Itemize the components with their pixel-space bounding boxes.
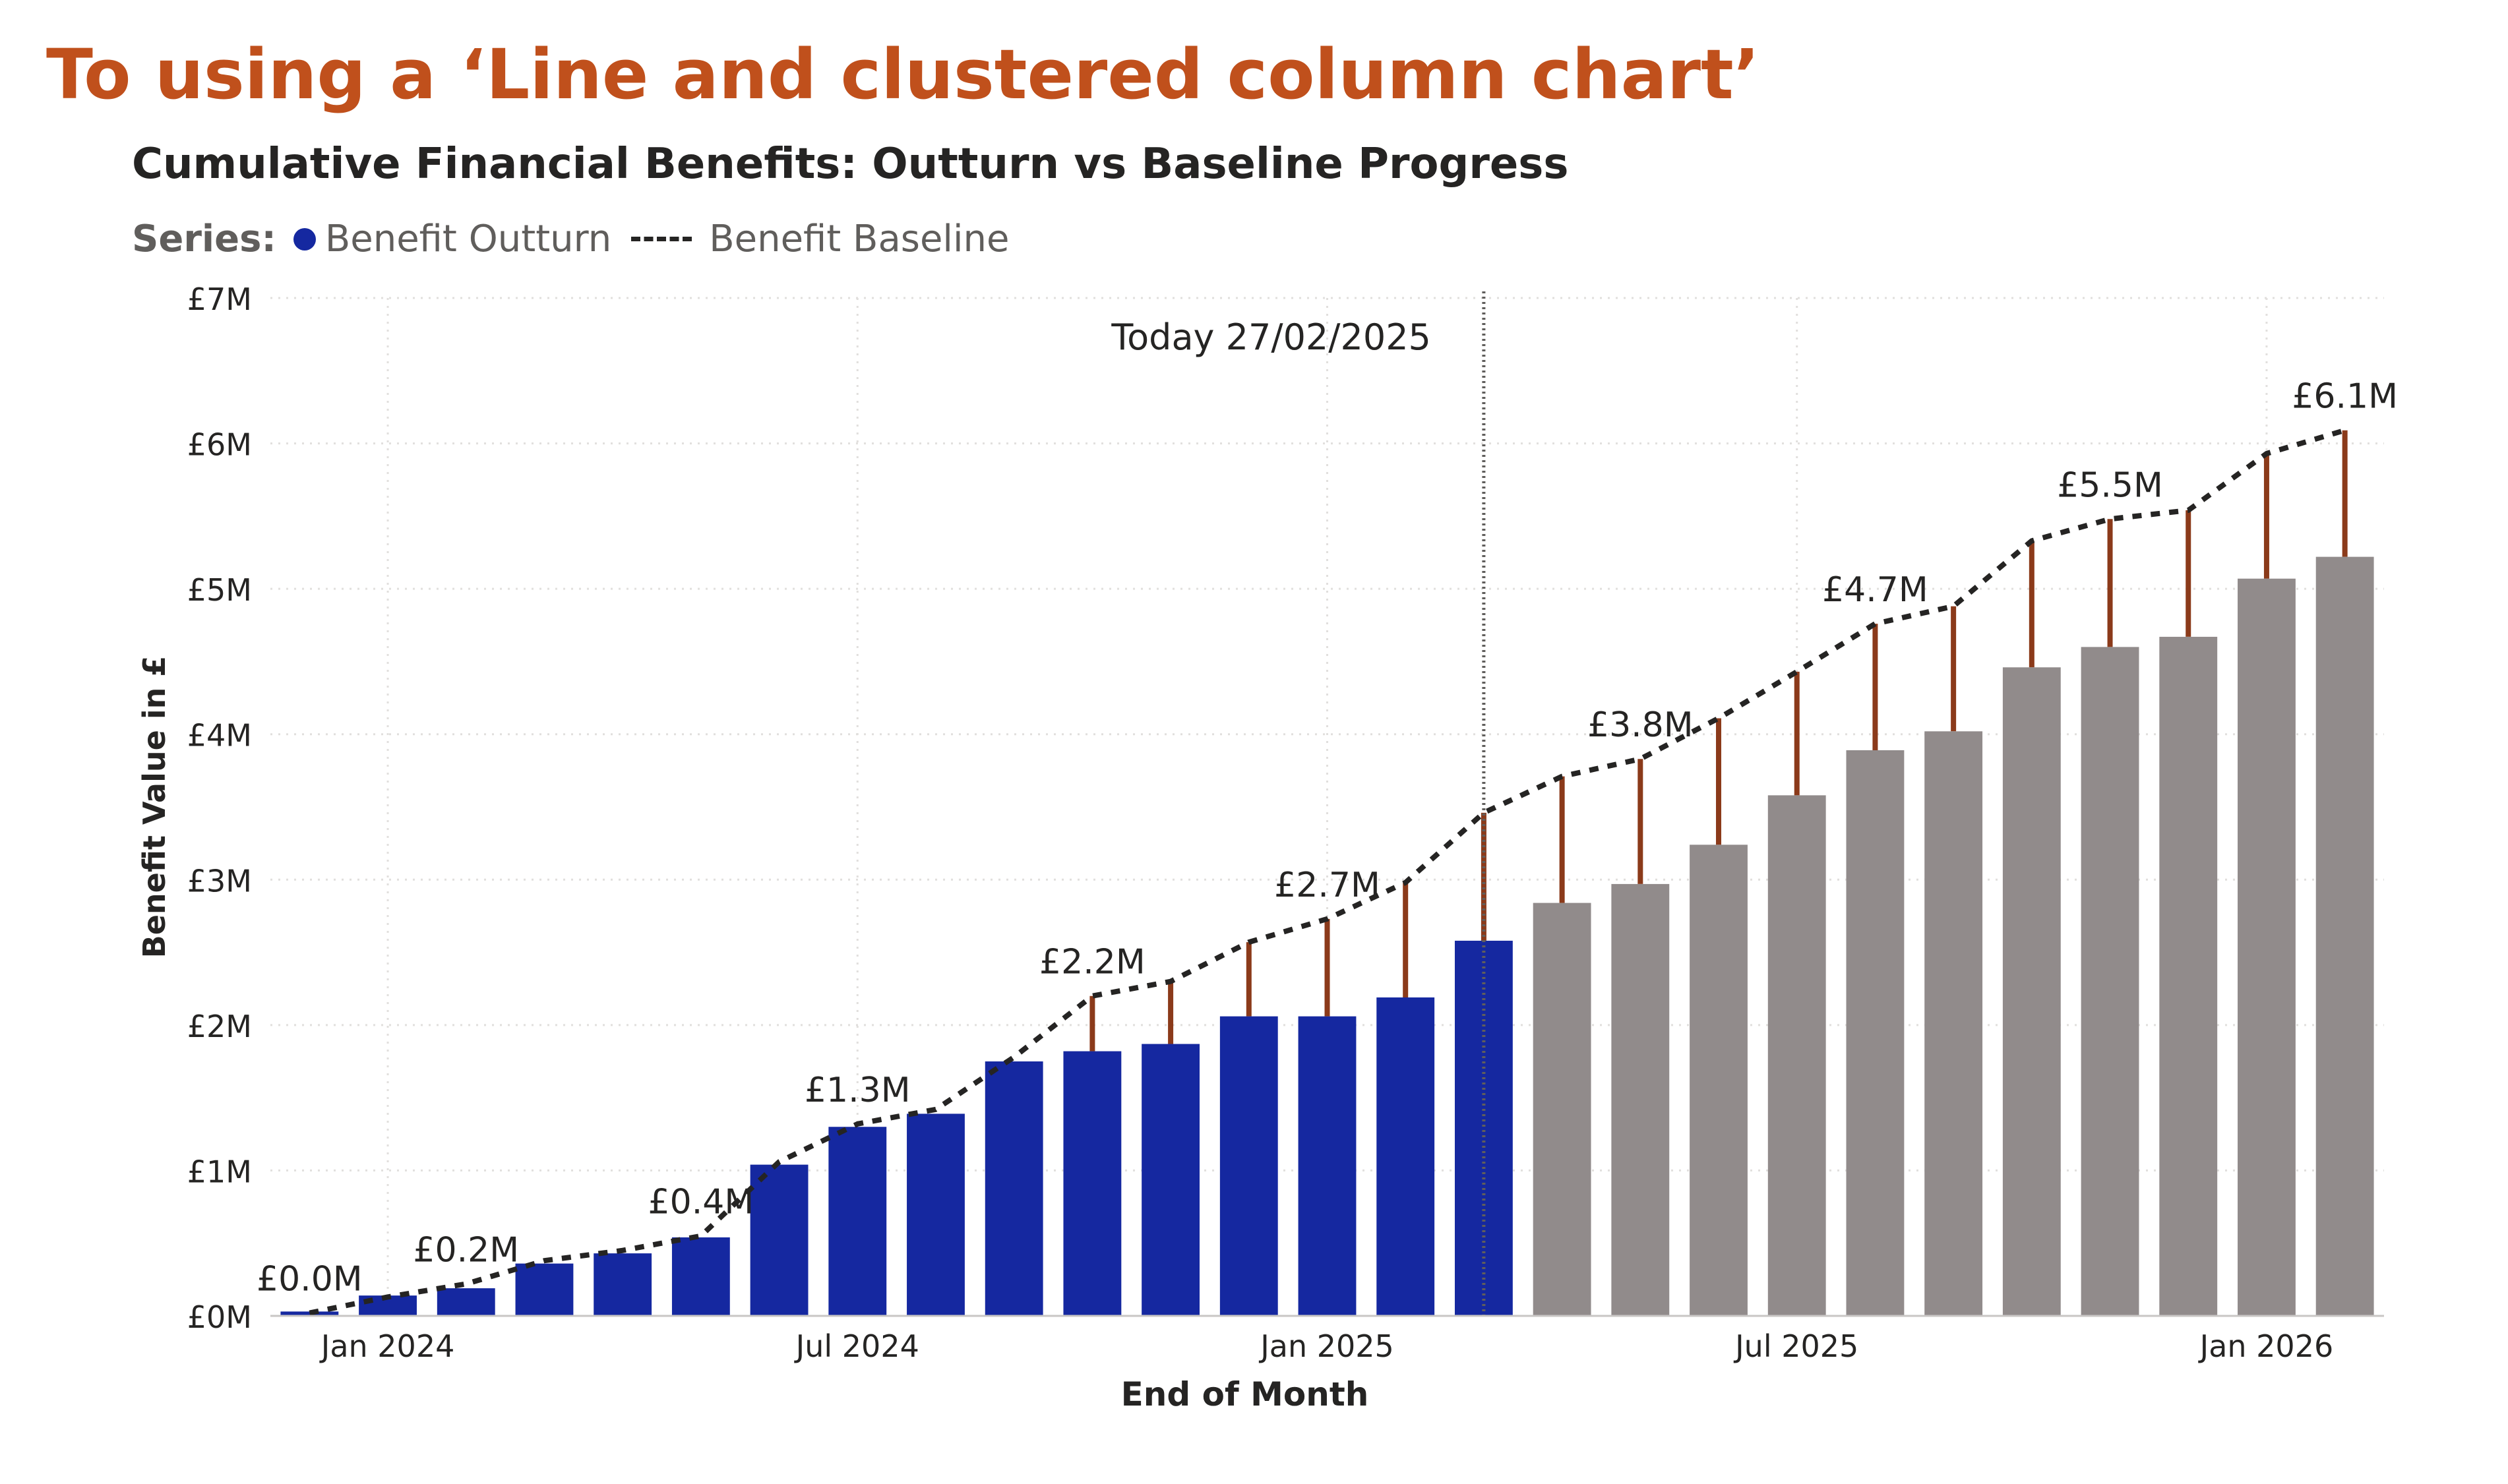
legend-baseline-text[interactable]: Benefit Baseline (709, 218, 1010, 260)
bar (1611, 883, 1670, 1316)
bar (671, 1237, 730, 1316)
legend-outturn-marker-icon (293, 227, 316, 251)
bar (2315, 556, 2374, 1316)
data-label: £2.2M (1039, 943, 1146, 982)
y-tick-label: £4M (187, 718, 252, 754)
y-tick-label: £3M (187, 863, 252, 899)
x-tick-label: Jan 2024 (319, 1328, 455, 1364)
data-label: £4.7M (1822, 570, 1928, 610)
bar (1376, 997, 1435, 1316)
bar (437, 1288, 495, 1316)
x-tick-label: Jan 2026 (2198, 1328, 2334, 1364)
y-tick-label: £2M (187, 1009, 252, 1044)
data-label: £1.3M (805, 1071, 911, 1110)
bar (2002, 667, 2061, 1316)
y-axis-title: Benefit Value in £ (137, 656, 172, 959)
bar (2238, 578, 2296, 1316)
data-label: £0.4M (648, 1183, 754, 1222)
data-label: £5.5M (2057, 465, 2163, 505)
y-tick-label: £1M (187, 1154, 252, 1189)
y-tick-label: £6M (187, 427, 252, 463)
data-label: £0.2M (413, 1230, 519, 1270)
bar (1846, 750, 1905, 1316)
bar (1454, 940, 1513, 1316)
bar (1298, 1016, 1357, 1316)
baseline-line (309, 427, 2346, 1316)
bar (1690, 845, 1748, 1316)
legend-outturn-text[interactable]: Benefit Outturn (324, 218, 612, 260)
bar (1063, 1051, 1122, 1316)
bar (907, 1113, 965, 1316)
legend-baseline-marker-icon (631, 237, 692, 241)
bar (1533, 903, 1591, 1316)
x-tick-label: Jan 2025 (1258, 1328, 1394, 1364)
bar (1219, 1016, 1278, 1316)
today-reference-label: Today 27/02/2025 (1111, 316, 1431, 358)
data-label: £0.0M (257, 1260, 363, 1299)
data-label: £2.7M (1274, 866, 1380, 905)
chart-title: Cumulative Financial Benefits: Outturn v… (132, 140, 1569, 189)
data-label: £6.1M (2292, 377, 2398, 417)
x-axis-title: End of Month (1121, 1375, 1369, 1413)
bar (594, 1253, 652, 1316)
y-tick-label: £5M (187, 572, 252, 608)
page-heading: To using a ‘Line and clustered column ch… (46, 34, 1760, 115)
bar (515, 1263, 574, 1316)
bar (828, 1127, 887, 1316)
bar (1924, 731, 1983, 1316)
data-label: £3.8M (1587, 705, 1694, 745)
bar (750, 1164, 809, 1316)
y-tick-label: £0M (187, 1299, 252, 1335)
bar (2159, 636, 2218, 1317)
x-tick-label: Jul 2025 (1733, 1328, 1858, 1364)
chart-legend: Series: Benefit Outturn Benefit Baseline (132, 218, 1009, 260)
legend-series-label: Series: (132, 218, 276, 260)
bar (985, 1061, 1043, 1316)
y-tick-label: £7M (187, 282, 252, 317)
bar (1767, 795, 1826, 1316)
x-tick-label: Jul 2024 (794, 1328, 919, 1364)
bar (1142, 1044, 1200, 1316)
bar (280, 1311, 339, 1316)
bar (2081, 647, 2139, 1316)
